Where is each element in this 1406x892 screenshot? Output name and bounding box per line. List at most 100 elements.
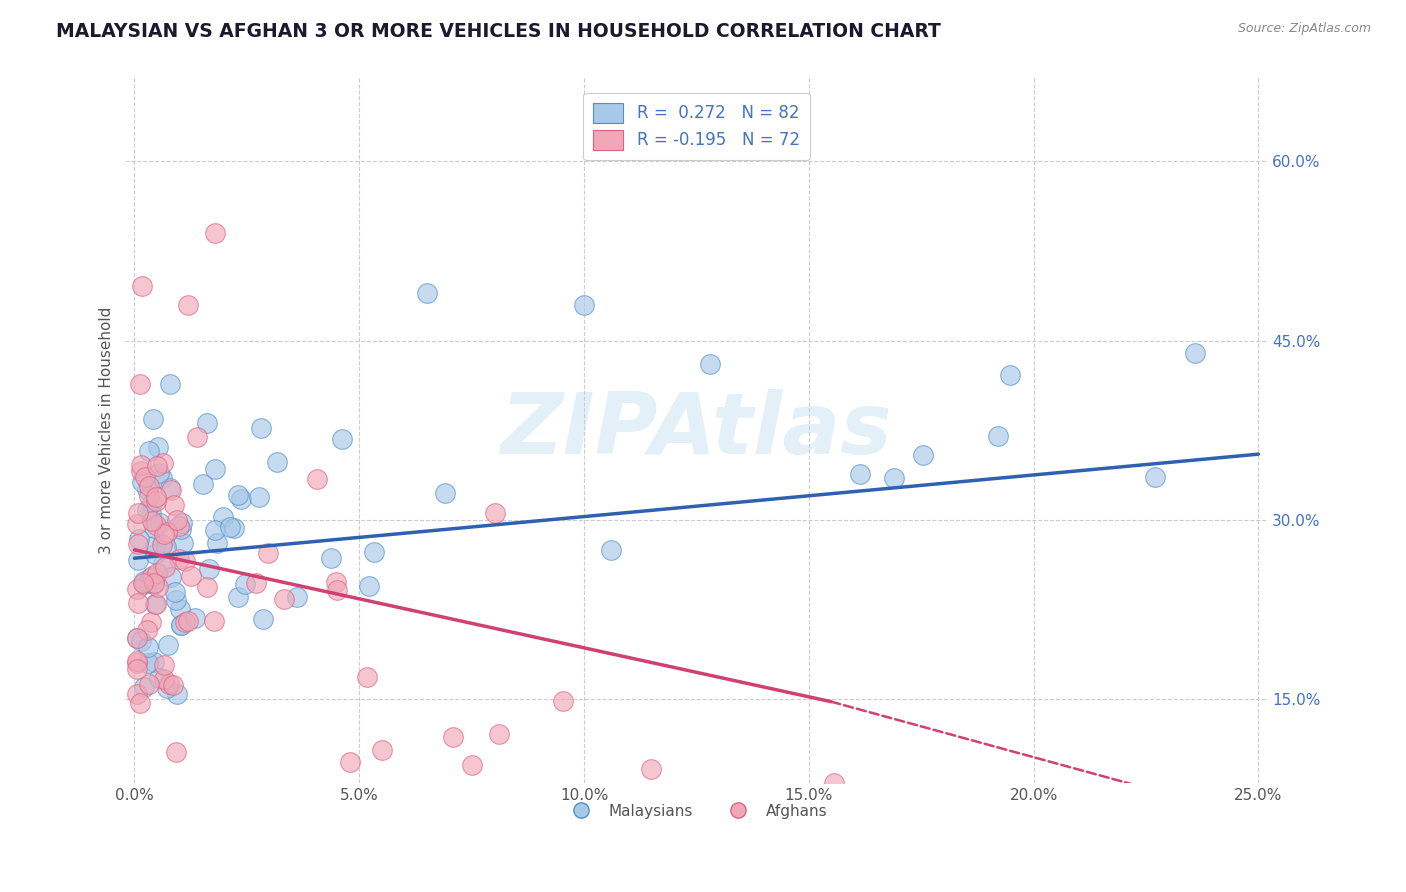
Point [166,687,188,701]
Point [138,444,160,458]
Point [138,490,160,504]
Point [141,568,163,582]
Point [165,584,187,599]
Point [155,540,177,554]
Point [150,537,173,551]
Point [148,516,170,530]
Point [138,570,160,584]
Point [339,755,361,769]
Point [152,557,174,571]
Point [266,455,288,469]
Point [245,576,267,591]
Point [330,432,353,446]
Point [226,488,249,502]
Point [170,618,193,632]
Point [131,475,153,489]
Point [139,508,162,522]
Point [146,566,169,580]
Point [141,514,163,528]
Point [484,506,506,520]
Point [356,670,378,684]
Point [141,615,163,629]
Point [150,537,173,551]
Point [195,580,218,594]
Point [138,574,160,589]
Point [142,412,165,426]
Point [142,571,165,585]
Point [553,694,575,708]
Point [219,520,242,534]
Point [138,677,160,691]
Point [640,762,662,776]
Point [127,537,149,551]
Point [170,516,193,530]
Point [146,458,169,473]
Point [167,552,190,566]
Point [1144,470,1167,484]
Text: ZIPAtlas: ZIPAtlas [501,389,893,472]
Point [125,654,148,668]
Point [159,376,181,391]
Point [460,758,482,772]
Point [145,518,167,533]
Point [128,533,150,547]
Point [180,569,202,583]
Point [145,494,167,508]
Point [146,580,169,594]
Point [415,285,437,300]
Point [146,440,169,454]
Point [204,226,226,240]
Point [156,681,179,696]
Point [186,430,208,444]
Point [883,471,905,485]
Point [125,631,148,645]
Point [129,458,152,473]
Point [169,522,191,536]
Point [363,544,385,558]
Point [138,479,160,493]
Point [129,696,152,710]
Point [150,471,173,485]
Point [169,519,191,533]
Point [229,491,252,506]
Point [204,523,226,537]
Point [321,550,343,565]
Point [134,470,156,484]
Point [152,657,174,672]
Point [197,562,219,576]
Point [572,298,595,312]
Point [599,543,621,558]
Point [157,677,180,691]
Point [128,376,150,391]
Point [135,482,157,496]
Point [204,462,226,476]
Point [131,576,153,591]
Point [305,472,328,486]
Point [184,611,207,625]
Point [148,466,170,480]
Point [159,570,181,584]
Point [127,552,149,566]
Point [143,577,166,591]
Point [226,590,249,604]
Point [173,554,195,568]
Point [152,456,174,470]
Point [136,503,159,517]
Point [326,583,349,598]
Point [162,678,184,692]
Point [152,526,174,541]
Point [125,631,148,645]
Y-axis label: 3 or more Vehicles in Household: 3 or more Vehicles in Household [100,307,114,554]
Text: MALAYSIAN VS AFGHAN 3 OR MORE VEHICLES IN HOUSEHOLD CORRELATION CHART: MALAYSIAN VS AFGHAN 3 OR MORE VEHICLES I… [56,22,941,41]
Point [143,537,166,551]
Point [148,672,170,686]
Point [252,611,274,625]
Point [153,673,176,687]
Point [136,656,159,670]
Point [134,574,156,588]
Point [205,535,228,549]
Point [141,496,163,510]
Point [125,687,148,701]
Point [127,517,149,532]
Point [222,521,245,535]
